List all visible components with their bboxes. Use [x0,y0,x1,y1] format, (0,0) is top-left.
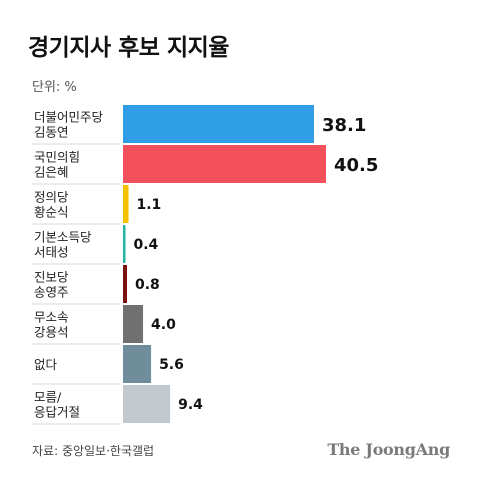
category-label: 송영주 [34,285,69,300]
bar [123,105,314,143]
category-label: 없다 [34,357,58,372]
value-label: 5.6 [159,357,184,373]
value-label: 40.5 [334,155,378,176]
bar [123,145,326,183]
category-label: 기본소득당 [34,230,92,245]
category-label: 국민의힘 [34,150,80,165]
category-label: 김은혜 [34,165,69,180]
category-label: 강용석 [34,325,69,340]
category-label: 황순식 [34,205,69,220]
bar [123,265,128,303]
value-label: 4.0 [151,317,176,333]
bar [123,185,129,223]
source-note: 자료: 중앙일보·한국갤럽 [32,444,155,458]
bar [123,225,126,263]
category-label: 정의당 [34,190,69,205]
brand-logo: The JoongAng [327,440,450,459]
category-label: 모름/ [34,390,62,405]
category-label: 더불어민주당 [34,110,104,125]
bar [123,345,152,383]
bar [123,385,171,423]
category-label: 무소속 [34,310,69,325]
bar [123,305,144,343]
value-label: 0.4 [134,237,159,253]
category-label: 김동연 [34,125,69,140]
chart-title: 경기지사 후보 지지율 [28,35,229,61]
value-label: 1.1 [137,197,162,213]
unit-label: 단위: % [32,80,77,95]
value-label: 38.1 [322,115,366,136]
category-label: 진보당 [34,270,69,285]
value-label: 9.4 [178,397,203,413]
value-label: 0.8 [135,277,160,293]
category-label: 서태성 [34,245,69,260]
category-label: 응답거절 [34,405,80,420]
